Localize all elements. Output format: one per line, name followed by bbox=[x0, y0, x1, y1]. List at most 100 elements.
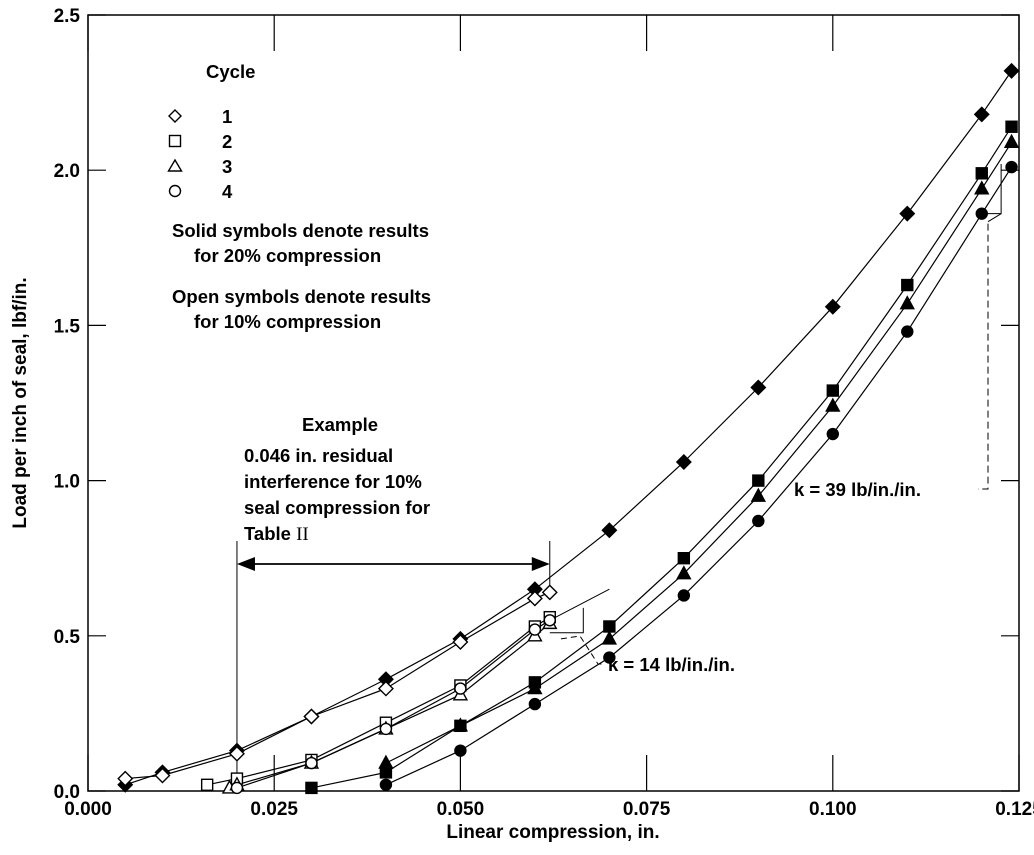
data-point-cycle3-solid bbox=[899, 295, 915, 310]
data-point-cycle2-solid bbox=[1005, 120, 1018, 133]
series-line-cycle1-open bbox=[125, 591, 551, 780]
example-line2: interference for 10% bbox=[244, 471, 422, 492]
ticks: 0.000 0.025 0.050 0.075 0.100 0.125 0.0 0.5 1.0 1… bbox=[54, 6, 1034, 820]
data-point-cycle4-open bbox=[379, 722, 393, 736]
data-point-cycle3-solid bbox=[974, 180, 990, 195]
data-point-cycle4-solid bbox=[603, 651, 616, 664]
data-point-cycle4-solid bbox=[826, 427, 839, 441]
y-axis-title: Load per inch of seal, lbf/in. bbox=[10, 277, 31, 528]
data-point-cycle1-open bbox=[526, 590, 543, 607]
data-point-cycle4-open bbox=[305, 756, 318, 770]
data-point-cycle3-solid bbox=[676, 565, 692, 580]
example-arrowhead-right bbox=[531, 557, 550, 571]
k14-label: k = 14 lb/in./in. bbox=[608, 654, 735, 675]
example-annotation: Example 0.046 in. residual interference … bbox=[244, 414, 430, 545]
data-point-cycle3-solid bbox=[452, 717, 469, 732]
data-point-cycle3-solid bbox=[378, 754, 394, 769]
data-point-cycle2-solid bbox=[305, 781, 318, 795]
y-tick-label: 0.5 bbox=[54, 627, 81, 648]
legend-title: Cycle bbox=[206, 61, 255, 82]
k39-label: k = 39 lb/in./in. bbox=[794, 479, 921, 500]
x-tick-label: 0.025 bbox=[250, 799, 298, 820]
series-line-cycle3-solid bbox=[385, 141, 1013, 764]
legend-label-4: 4 bbox=[222, 181, 233, 202]
data-point-cycle1-open bbox=[228, 745, 245, 762]
x-tick-label: 0.075 bbox=[623, 799, 671, 820]
example-line4: Table II bbox=[244, 523, 309, 545]
legend-label-3: 3 bbox=[222, 156, 232, 177]
k39-tick bbox=[987, 213, 1002, 223]
legend: Cycle 1 2 3 4 bbox=[167, 61, 255, 202]
data-point-cycle2-solid bbox=[603, 620, 616, 633]
note-open-line2: for 10% compression bbox=[194, 311, 381, 332]
data-point-cycle4-open bbox=[528, 623, 542, 636]
data-point-cycle4-solid bbox=[677, 589, 691, 602]
data-point-cycle1-solid bbox=[899, 205, 916, 222]
data-point-cycle1-open bbox=[117, 770, 134, 787]
x-tick-label: 0.050 bbox=[437, 799, 485, 820]
data-point-cycle2-solid bbox=[975, 167, 988, 180]
data-point-cycle1-solid bbox=[973, 106, 990, 123]
data-point-cycle2-solid bbox=[677, 552, 691, 565]
data-point-cycle1-solid bbox=[1003, 62, 1020, 79]
series-line-cycle1-solid bbox=[125, 70, 1013, 786]
legend-label-1: 1 bbox=[222, 106, 232, 127]
data-point-cycle1-solid bbox=[824, 298, 841, 315]
series-line-cycle2-open bbox=[207, 616, 551, 786]
data-point-cycle1-open bbox=[541, 584, 558, 601]
example-line1: 0.046 in. residual bbox=[244, 445, 393, 466]
example-arrowhead-left bbox=[236, 557, 255, 571]
markers bbox=[117, 62, 1020, 795]
y-tick-label: 1.5 bbox=[54, 316, 81, 337]
series-line-cycle4-solid bbox=[385, 166, 1013, 786]
x-tick-label: 0.000 bbox=[64, 799, 112, 820]
data-point-cycle1-open bbox=[303, 708, 320, 725]
data-point-cycle4-solid bbox=[1005, 160, 1018, 174]
legend-marker-square bbox=[168, 134, 182, 148]
note-open-line1: Open symbols denote results bbox=[172, 286, 431, 307]
k14-leader bbox=[560, 635, 604, 665]
data-point-cycle3-solid bbox=[825, 397, 841, 412]
example-line4-text: Table bbox=[244, 523, 296, 544]
x-axis-title: Linear compression, in. bbox=[446, 822, 659, 843]
data-point-cycle3-solid bbox=[527, 680, 543, 695]
data-point-cycle4-solid bbox=[454, 744, 467, 757]
data-point-cycle4-open bbox=[543, 614, 556, 627]
legend-marker-diamond bbox=[168, 109, 182, 123]
data-point-cycle4-solid bbox=[901, 325, 914, 338]
legend-marker-circle bbox=[168, 184, 182, 198]
data-point-cycle3-solid bbox=[750, 487, 766, 502]
x-tick-label: 0.125 bbox=[995, 799, 1034, 820]
y-tick-label: 0.0 bbox=[54, 782, 80, 803]
example-line3: seal compression for bbox=[244, 497, 430, 518]
symbol-notes: Solid symbols denote results for 20% com… bbox=[172, 220, 431, 332]
data-point-cycle4-open bbox=[454, 682, 467, 695]
data-point-cycle1-open bbox=[377, 680, 394, 697]
data-point-cycle4-solid bbox=[379, 778, 393, 791]
data-point-cycle2-open bbox=[200, 778, 214, 791]
data-point-cycle4-solid bbox=[975, 207, 988, 220]
data-point-cycle2-solid bbox=[826, 384, 839, 397]
data-point-cycle2-solid bbox=[752, 474, 765, 487]
data-point-cycle1-solid bbox=[675, 453, 692, 470]
example-roman-numeral: II bbox=[296, 524, 309, 545]
data-point-cycle1-open bbox=[154, 767, 171, 784]
plot-frame bbox=[87, 14, 1020, 792]
legend-marker-triangle bbox=[167, 158, 183, 172]
data-point-cycle1-solid bbox=[750, 379, 767, 396]
k14-tangent bbox=[549, 588, 610, 621]
data-point-cycle4-open bbox=[230, 781, 244, 795]
data-point-cycle3-solid bbox=[601, 630, 618, 645]
legend-label-2: 2 bbox=[222, 131, 232, 152]
data-point-cycle1-solid bbox=[601, 522, 618, 539]
data-point-cycle4-solid bbox=[752, 514, 765, 528]
y-tick-label: 2.0 bbox=[54, 161, 80, 182]
data-point-cycle4-solid bbox=[528, 697, 542, 711]
k39-leader bbox=[978, 223, 989, 490]
y-tick-label: 2.5 bbox=[54, 6, 81, 27]
annotation-lines bbox=[236, 163, 1002, 791]
k14-triangle bbox=[549, 607, 584, 634]
series-lines bbox=[125, 70, 1013, 789]
data-point-cycle1-open bbox=[452, 634, 469, 650]
